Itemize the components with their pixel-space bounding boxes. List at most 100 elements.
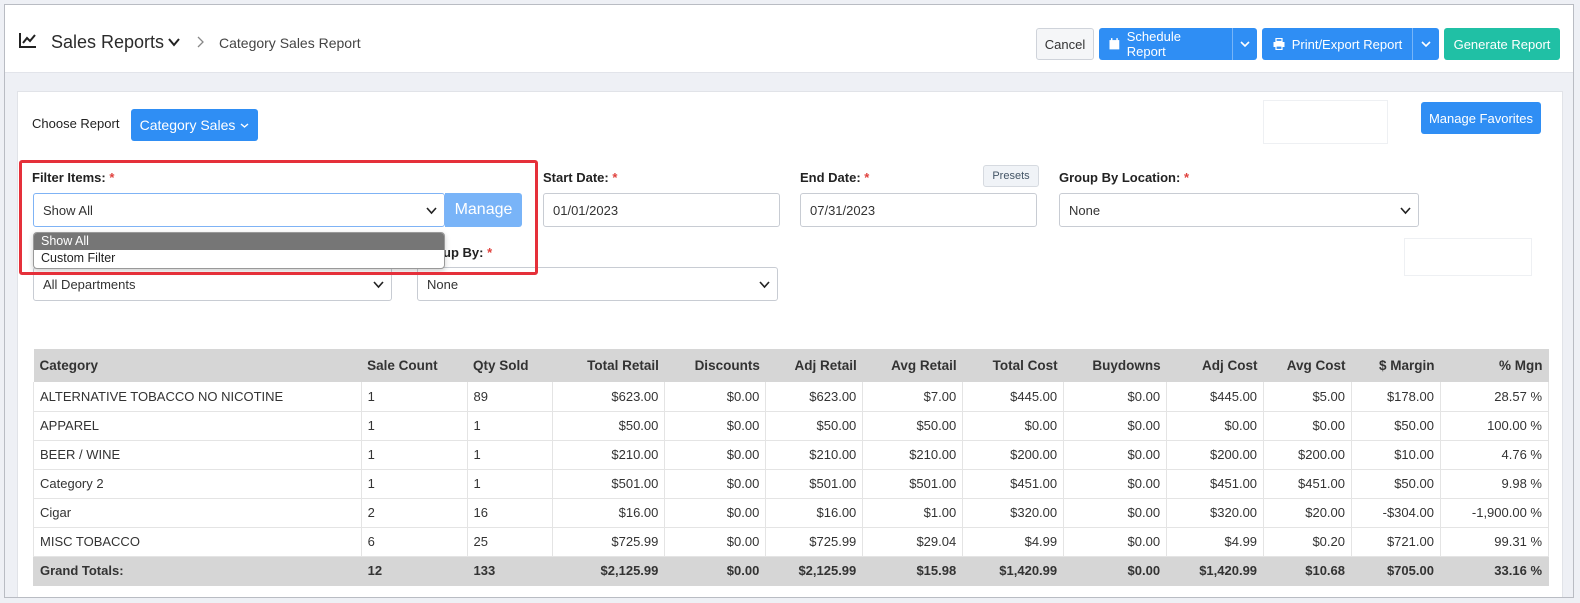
table-row[interactable]: BEER / WINE 1 1 $210.00 $0.00 $210.00 $210.00 $… [33, 440, 1550, 470]
column-header[interactable]: Total Retail [552, 349, 665, 382]
generate-report-button[interactable]: Generate Report [1444, 28, 1560, 60]
table-cell: $623.00 [765, 382, 864, 412]
table-cell: BEER / WINE [33, 440, 362, 470]
table-cell: 2 [361, 498, 468, 528]
table-cell: 1 [361, 440, 468, 470]
table-cell: $210.00 [552, 440, 666, 470]
column-header[interactable]: Avg Retail [862, 349, 963, 382]
total-cell: 33.16 % [1440, 556, 1550, 586]
table-cell: $210.00 [862, 440, 964, 470]
table-cell: $0.00 [664, 382, 767, 412]
table-cell: 1 [361, 382, 468, 412]
group-by-label: up By: * [443, 245, 492, 260]
chevron-down-icon [240, 122, 249, 128]
presets-button[interactable]: Presets [983, 165, 1039, 187]
table-cell: $451.00 [1166, 469, 1265, 499]
table-row[interactable]: MISC TOBACCO 6 25 $725.99 $0.00 $725.99 $29.04… [33, 527, 1550, 557]
group-by-location-select[interactable]: None [1059, 193, 1419, 227]
table-row[interactable]: Category 2 1 1 $501.00 $0.00 $501.00 $501.00 $4… [33, 469, 1550, 499]
filter-items-select[interactable]: Show All [33, 193, 445, 227]
column-header[interactable]: Category [33, 349, 362, 382]
table-cell: $50.00 [1351, 411, 1441, 441]
print-dropdown-toggle[interactable] [1412, 28, 1438, 60]
total-cell: $705.00 [1351, 556, 1441, 586]
schedule-dropdown-toggle[interactable] [1231, 28, 1257, 60]
chevron-down-icon [426, 207, 437, 215]
total-cell: $15.98 [862, 556, 964, 586]
table-cell: 1 [361, 411, 468, 441]
table-cell: APPAREL [33, 411, 362, 441]
end-date-input[interactable]: 07/31/2023 [800, 193, 1037, 227]
table-cell: $5.00 [1263, 382, 1352, 412]
choose-report-value: Category Sales [139, 117, 236, 133]
column-header[interactable]: Adj Cost [1166, 349, 1264, 382]
end-date-label-text: End Date: [800, 170, 861, 185]
placeholder-box [1263, 100, 1388, 144]
chevron-down-icon [1421, 41, 1431, 48]
table-cell: $16.00 [765, 498, 864, 528]
table-cell: $178.00 [1351, 382, 1441, 412]
dropdown-option-custom-filter[interactable]: Custom Filter [41, 251, 116, 265]
schedule-report-label: Schedule Report [1126, 29, 1181, 59]
table-cell: $0.20 [1263, 527, 1352, 557]
print-export-button[interactable]: Print/Export Report [1262, 28, 1439, 60]
table-cell: 4.76 % [1440, 440, 1550, 470]
column-header[interactable]: Avg Cost [1263, 349, 1352, 382]
table-cell: 1 [467, 411, 554, 441]
app-window: Sales Reports Category Sales Report Canc… [4, 4, 1574, 598]
cancel-button[interactable]: Cancel [1036, 28, 1094, 60]
table-cell: 1 [467, 469, 554, 499]
table-cell: $445.00 [1166, 382, 1265, 412]
chevron-down-icon [759, 281, 770, 289]
table-cell: $50.00 [1351, 469, 1441, 499]
print-export-label: Print/Export Report [1291, 36, 1403, 52]
column-header[interactable]: Discounts [664, 349, 766, 382]
choose-report-button[interactable]: Category Sales [131, 109, 258, 141]
manage-button[interactable]: Manage [445, 193, 522, 227]
schedule-report-button[interactable]: Schedule Report [1099, 28, 1257, 60]
table-cell: $1.00 [862, 498, 964, 528]
group-by-location-label-text: Group By Location: [1059, 170, 1181, 185]
start-date-label: Start Date: * [543, 170, 617, 185]
total-cell: $0.00 [1063, 556, 1168, 586]
filter-items-dropdown: Show All Custom Filter [33, 232, 445, 269]
table-cell: $623.00 [552, 382, 666, 412]
total-cell: $0.00 [664, 556, 767, 586]
table-row[interactable]: ALTERNATIVE TOBACCO NO NICOTINE 1 89 $623.0… [33, 382, 1550, 412]
page-title[interactable]: Sales Reports [51, 32, 165, 52]
table-cell: 1 [361, 469, 468, 499]
table-cell: Category 2 [33, 469, 362, 499]
grand-totals-row: Grand Totals: 12 133 $2,125.99 $0.00 $2,125.9… [33, 556, 1550, 586]
table-row[interactable]: APPAREL 1 1 $50.00 $0.00 $50.00 $50.00 $0.00 $0.… [33, 411, 1550, 441]
table-header-row: Category Sale Count Qty Sold Total Retai… [33, 349, 1549, 382]
group-by-value: None [427, 276, 459, 292]
table-cell: $50.00 [765, 411, 864, 441]
table-cell: $0.00 [664, 411, 767, 441]
column-header[interactable]: Adj Retail [765, 349, 863, 382]
table-cell: $20.00 [1263, 498, 1352, 528]
manage-favorites-button[interactable]: Manage Favorites [1421, 102, 1541, 134]
table-row[interactable]: Cigar 2 16 $16.00 $0.00 $16.00 $1.00 $320.00 $0.… [33, 498, 1550, 528]
dropdown-option-show-all[interactable]: Show All [34, 233, 444, 250]
column-header[interactable]: $ Margin [1351, 349, 1441, 382]
table-cell: $0.00 [664, 469, 767, 499]
chevron-down-icon[interactable] [167, 35, 181, 49]
filter-items-value: Show All [43, 202, 93, 218]
column-header[interactable]: Buydowns [1063, 349, 1167, 382]
total-cell: $2,125.99 [552, 556, 666, 586]
table-cell: 16 [467, 498, 554, 528]
table-cell: $0.00 [962, 411, 1065, 441]
group-by-label-text: up By: [443, 245, 484, 260]
required-mark: * [109, 170, 115, 185]
column-header[interactable]: Sale Count [361, 349, 468, 382]
table-cell: 25 [467, 527, 554, 557]
start-date-input[interactable]: 01/01/2023 [543, 193, 780, 227]
table-cell: 89 [467, 382, 554, 412]
column-header[interactable]: Qty Sold [467, 349, 553, 382]
column-header[interactable]: Total Cost [962, 349, 1064, 382]
table-cell: $29.04 [862, 527, 964, 557]
column-header[interactable]: % Mgn [1440, 349, 1549, 382]
table-cell: $501.00 [552, 469, 666, 499]
report-panel: Choose Report Category Sales Manage Favo… [17, 91, 1563, 597]
total-cell: $2,125.99 [765, 556, 864, 586]
